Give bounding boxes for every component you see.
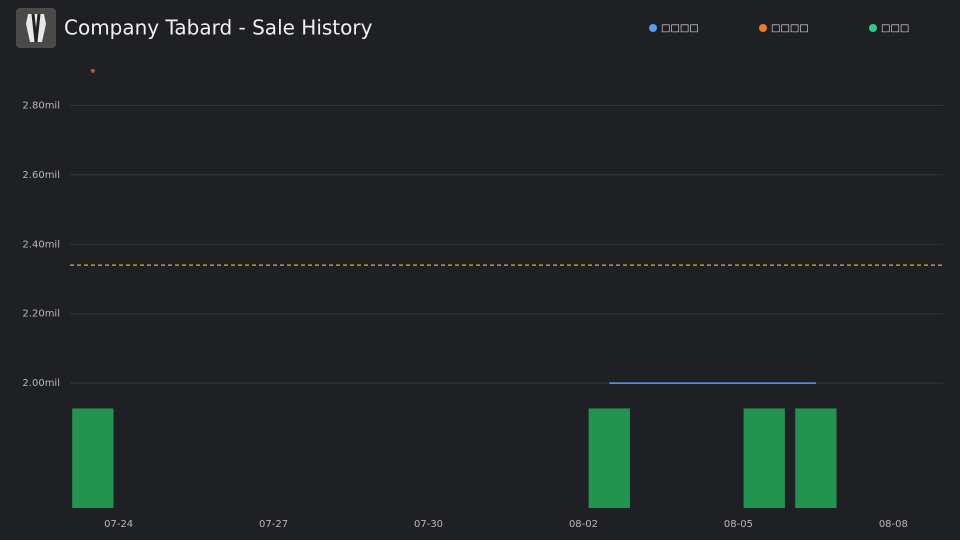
x-tick-label: 08-02 <box>569 519 598 530</box>
bar <box>743 408 785 508</box>
y-tick-label: 2.60mil <box>22 170 60 181</box>
x-tick-label: 08-05 <box>724 519 753 530</box>
bar <box>795 408 837 508</box>
bar <box>588 408 630 508</box>
x-tick-label: 07-27 <box>259 519 288 530</box>
y-tick-label: 2.80mil <box>22 101 60 112</box>
x-tick-label: 07-30 <box>414 519 443 530</box>
legend-marker <box>869 24 877 32</box>
legend-marker <box>649 24 657 32</box>
legend-marker <box>759 24 767 32</box>
y-tick-label: 2.00mil <box>22 378 60 389</box>
x-tick-label: 08-08 <box>879 519 908 530</box>
legend-label[interactable]: □□□ <box>881 23 909 34</box>
y-tick-label: 2.40mil <box>22 239 60 250</box>
chart-title: Company Tabard - Sale History <box>64 16 373 40</box>
bar <box>72 408 114 508</box>
y-tick-label: 2.20mil <box>22 309 60 320</box>
legend-label[interactable]: □□□□ <box>661 23 699 34</box>
point <box>90 68 95 73</box>
item-icon-detail <box>31 13 41 43</box>
legend-label[interactable]: □□□□ <box>771 23 809 34</box>
x-tick-label: 07-24 <box>104 519 133 530</box>
